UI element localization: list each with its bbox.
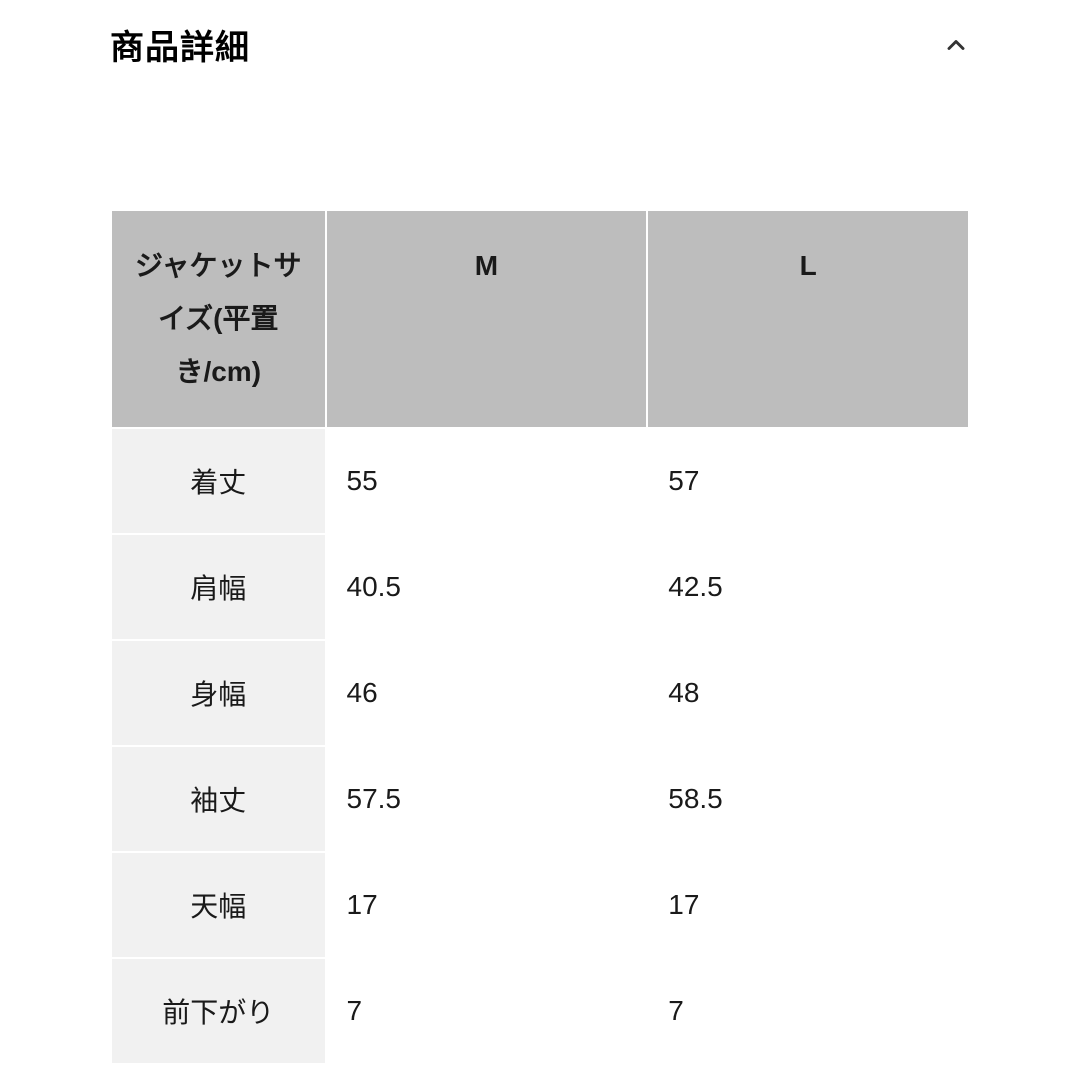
table-row: 天幅 17 17 [111, 852, 969, 958]
table-row: 前下がり 7 7 [111, 958, 969, 1064]
row-value-m: 17 [326, 852, 648, 958]
table-row: 着丈 55 57 [111, 428, 969, 534]
row-value-m: 57.5 [326, 746, 648, 852]
chevron-up-icon [942, 31, 970, 59]
table-row: 身幅 46 48 [111, 640, 969, 746]
row-label: 天幅 [111, 852, 326, 958]
row-label: 袖丈 [111, 746, 326, 852]
row-label: 身幅 [111, 640, 326, 746]
row-label: 肩幅 [111, 534, 326, 640]
row-value-m: 40.5 [326, 534, 648, 640]
size-table: ジャケットサイズ(平置き/cm) M L 着丈 55 57 肩幅 40.5 42… [110, 209, 970, 1065]
row-value-l: 57 [647, 428, 969, 534]
column-header-m: M [326, 210, 648, 428]
column-header-label: ジャケットサイズ(平置き/cm) [111, 210, 326, 428]
row-value-m: 55 [326, 428, 648, 534]
row-label: 着丈 [111, 428, 326, 534]
row-value-m: 7 [326, 958, 648, 1064]
section-title: 商品詳細 [110, 20, 250, 69]
table-row: 袖丈 57.5 58.5 [111, 746, 969, 852]
table-row: 肩幅 40.5 42.5 [111, 534, 969, 640]
accordion-header[interactable]: 商品詳細 [0, 0, 1080, 89]
row-value-l: 7 [647, 958, 969, 1064]
table-header-row: ジャケットサイズ(平置き/cm) M L [111, 210, 969, 428]
size-table-container: ジャケットサイズ(平置き/cm) M L 着丈 55 57 肩幅 40.5 42… [0, 89, 1080, 1065]
row-value-m: 46 [326, 640, 648, 746]
column-header-l: L [647, 210, 969, 428]
row-value-l: 17 [647, 852, 969, 958]
row-label: 前下がり [111, 958, 326, 1064]
row-value-l: 48 [647, 640, 969, 746]
row-value-l: 58.5 [647, 746, 969, 852]
row-value-l: 42.5 [647, 534, 969, 640]
